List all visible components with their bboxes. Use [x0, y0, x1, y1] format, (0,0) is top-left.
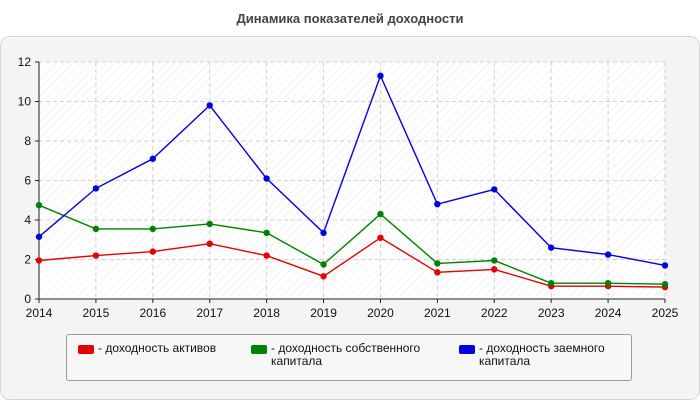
- y-tick-label: 12: [18, 55, 32, 69]
- data-point: [604, 280, 612, 287]
- data-point: [661, 262, 669, 269]
- x-tick-label: 2016: [139, 306, 166, 320]
- data-point: [434, 260, 441, 267]
- data-point: [263, 175, 270, 182]
- data-point: [434, 201, 441, 208]
- series-line: [38, 204, 666, 285]
- data-point: [661, 280, 669, 288]
- y-tick-label: 6: [24, 174, 31, 188]
- data-point: [491, 266, 498, 273]
- data-point: [377, 72, 384, 80]
- y-axis-tick-labels: 0 2 4 6 8 10 12: [18, 55, 32, 306]
- data-point: [149, 248, 157, 255]
- data-point: [547, 244, 555, 251]
- data-point: [377, 210, 384, 218]
- legend-swatch-assets: [78, 345, 94, 354]
- axes: [35, 61, 666, 303]
- x-tick-label: 2019: [310, 306, 337, 320]
- chart-title: Динамика показателей доходности: [236, 11, 464, 26]
- x-tick-label: 2018: [253, 306, 280, 320]
- data-point: [206, 220, 213, 228]
- data-point: [149, 225, 157, 233]
- data-point: [35, 233, 43, 240]
- data-point: [377, 234, 384, 241]
- data-point: [35, 257, 43, 264]
- x-tick-label: 2022: [481, 306, 508, 320]
- x-tick-label: 2021: [424, 306, 451, 320]
- data-point: [92, 185, 100, 192]
- y-tick-label: 0: [24, 292, 31, 306]
- data-point: [263, 229, 270, 237]
- y-tick-label: 8: [24, 134, 31, 148]
- y-tick-label: 2: [24, 253, 31, 267]
- series-line: [38, 236, 666, 288]
- data-point: [320, 229, 327, 237]
- data-point: [263, 252, 270, 259]
- x-tick-label: 2014: [26, 306, 53, 320]
- y-tick-label: 4: [24, 213, 31, 227]
- data-point: [320, 273, 327, 280]
- data-point: [491, 186, 498, 193]
- data-point: [320, 261, 327, 268]
- x-tick-label: 2015: [83, 306, 110, 320]
- legend-swatch-equity: [251, 345, 267, 354]
- legend-item-equity: - доходность собственного капитала: [251, 342, 451, 368]
- data-point: [547, 280, 555, 287]
- data-point: [92, 252, 100, 259]
- data-point: [604, 251, 612, 258]
- data-point: [206, 102, 213, 109]
- x-axis-tick-labels: 2014 2015 2016 2017 2018 2019 2020 2021 2022 2023…: [26, 306, 679, 320]
- series-lines: [35, 72, 669, 291]
- y-tick-label: 10: [18, 95, 32, 109]
- series-2: [35, 201, 669, 288]
- legend-item-debt: - доходность заемного капитала: [459, 342, 629, 368]
- legend: - доходность активов - доходность собств…: [66, 334, 632, 381]
- series-line: [38, 73, 666, 267]
- legend-swatch-debt: [459, 345, 475, 354]
- legend-label-debt: - доходность заемного капитала: [479, 341, 605, 368]
- x-tick-label: 2020: [367, 306, 394, 320]
- x-tick-label: 2024: [595, 306, 622, 320]
- data-point: [35, 201, 43, 209]
- x-tick-label: 2025: [652, 306, 679, 320]
- x-tick-label: 2017: [196, 306, 223, 320]
- legend-item-assets: - доходность активов: [78, 342, 243, 355]
- data-point: [206, 240, 213, 247]
- data-point: [434, 269, 441, 276]
- legend-label-assets: - доходность активов: [98, 341, 217, 355]
- data-point: [92, 225, 100, 233]
- data-point: [149, 155, 157, 162]
- data-point: [491, 257, 498, 264]
- legend-label-equity: - доходность собственного капитала: [271, 341, 421, 368]
- x-tick-label: 2023: [538, 306, 565, 320]
- series-3: [35, 72, 669, 269]
